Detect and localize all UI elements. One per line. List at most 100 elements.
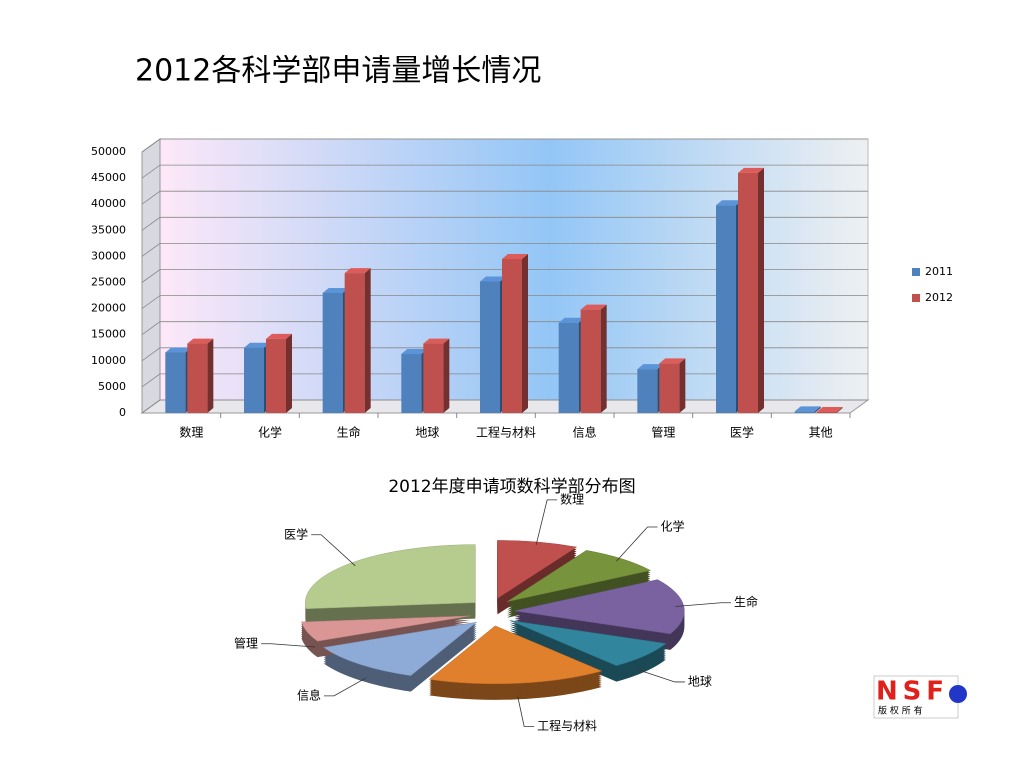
- bar: [322, 292, 343, 413]
- grid-line: [141, 295, 868, 309]
- logo-text: NSF: [876, 677, 944, 707]
- slice: [323, 621, 478, 676]
- x-tick-label: 管理: [651, 425, 675, 440]
- bar: [558, 322, 579, 413]
- grid-line: [141, 190, 868, 205]
- bar: [580, 309, 601, 413]
- grid-line: [141, 321, 868, 336]
- leader-line: [324, 677, 366, 697]
- bar-side: [679, 358, 686, 413]
- grid-line: [141, 399, 868, 414]
- bar-top: [558, 317, 585, 323]
- x-tick-label: 化学: [258, 425, 282, 440]
- y-tick-label: 15000: [91, 328, 126, 341]
- bar-top: [716, 200, 742, 206]
- bar-top: [165, 347, 192, 353]
- bar: [480, 281, 500, 413]
- bar: [816, 411, 837, 413]
- leader-line: [675, 602, 732, 607]
- grid-line: [141, 216, 868, 231]
- slice: [509, 620, 667, 666]
- y-tick-label: 35000: [91, 223, 126, 236]
- bar-top: [423, 338, 450, 344]
- legend-label: 2012: [925, 291, 953, 304]
- x-tick-label: 工程与材料: [476, 425, 536, 440]
- x-tick-label: 生命: [337, 425, 361, 440]
- bar: [423, 343, 444, 413]
- pie-title: 2012年度申请项数科学部分布图: [388, 477, 635, 497]
- bar: [794, 411, 815, 413]
- logo-caption: 版 权 所 有: [878, 705, 923, 717]
- bar: [738, 172, 758, 413]
- bar: [716, 205, 736, 413]
- slice-label: 生命: [734, 594, 758, 609]
- bar-top: [322, 287, 349, 293]
- slice: [301, 615, 471, 642]
- leader-line: [616, 526, 658, 562]
- y-tick-label: 40000: [91, 197, 126, 210]
- slice-label: 化学: [661, 518, 685, 533]
- y-tick-label: 50000: [91, 145, 126, 158]
- bar-side: [207, 338, 214, 413]
- bar: [244, 347, 264, 413]
- bar-top: [738, 167, 764, 173]
- x-tick-label: 医学: [730, 425, 754, 440]
- bar: [401, 354, 422, 413]
- x-tick-label: 其他: [809, 426, 833, 440]
- slice: [507, 550, 652, 602]
- legend-swatch: [912, 268, 920, 276]
- bar-side: [443, 338, 450, 413]
- y-tick-label: 0: [119, 406, 126, 419]
- bar-top: [266, 333, 292, 339]
- slice: [305, 544, 476, 610]
- bar: [344, 273, 365, 413]
- bar-top: [480, 276, 506, 282]
- bar-top: [401, 349, 428, 355]
- y-tick-label: 45000: [91, 171, 126, 184]
- bar-top: [580, 304, 607, 310]
- slice-label: 地球: [688, 674, 712, 688]
- bar-side: [600, 304, 607, 413]
- y-tick-label: 30000: [91, 249, 126, 262]
- leader-line: [638, 669, 685, 683]
- slice: [497, 540, 578, 599]
- bar-top: [794, 406, 821, 412]
- leader-line: [535, 499, 558, 546]
- y-tick-label: 5000: [98, 380, 126, 393]
- legend-swatch: [912, 294, 920, 302]
- bar: [165, 352, 186, 413]
- y-tick-label: 25000: [91, 276, 126, 289]
- bar: [637, 369, 658, 413]
- leader-line: [517, 696, 535, 727]
- x-tick-label: 地球: [415, 426, 439, 440]
- x-tick-label: 数理: [179, 425, 203, 440]
- grid-line: [141, 164, 868, 179]
- logo-circle: [949, 685, 967, 703]
- bar-side: [286, 333, 292, 413]
- bar-chart: 0 5000 10000 15000 20000 25000 30000 35000 40000…: [91, 138, 953, 440]
- leader-line: [311, 534, 356, 567]
- logo: NSF 版 权 所 有: [873, 675, 967, 719]
- grid-line: [141, 138, 868, 153]
- bar-top: [637, 364, 664, 370]
- bar-top: [344, 268, 371, 274]
- slice-label: 数理: [560, 491, 584, 506]
- bar-side: [814, 406, 821, 413]
- bar-top: [816, 406, 843, 412]
- slice-label: 信息: [297, 687, 321, 702]
- slice: [428, 625, 603, 685]
- slide-title: 2012各科学部申请量增长情况: [135, 54, 541, 89]
- bar-side: [758, 167, 764, 413]
- slice: [514, 579, 685, 635]
- bar-top: [187, 338, 214, 344]
- bar: [266, 338, 286, 413]
- grid-line: [141, 242, 868, 257]
- y-tick-label: 10000: [91, 354, 126, 367]
- logo-box: [873, 675, 959, 719]
- leader-line: [261, 643, 316, 648]
- bar: [502, 259, 522, 413]
- legend-label: 2011: [925, 265, 953, 278]
- grid-line: [141, 269, 868, 283]
- x-tick-label: 信息: [573, 425, 597, 440]
